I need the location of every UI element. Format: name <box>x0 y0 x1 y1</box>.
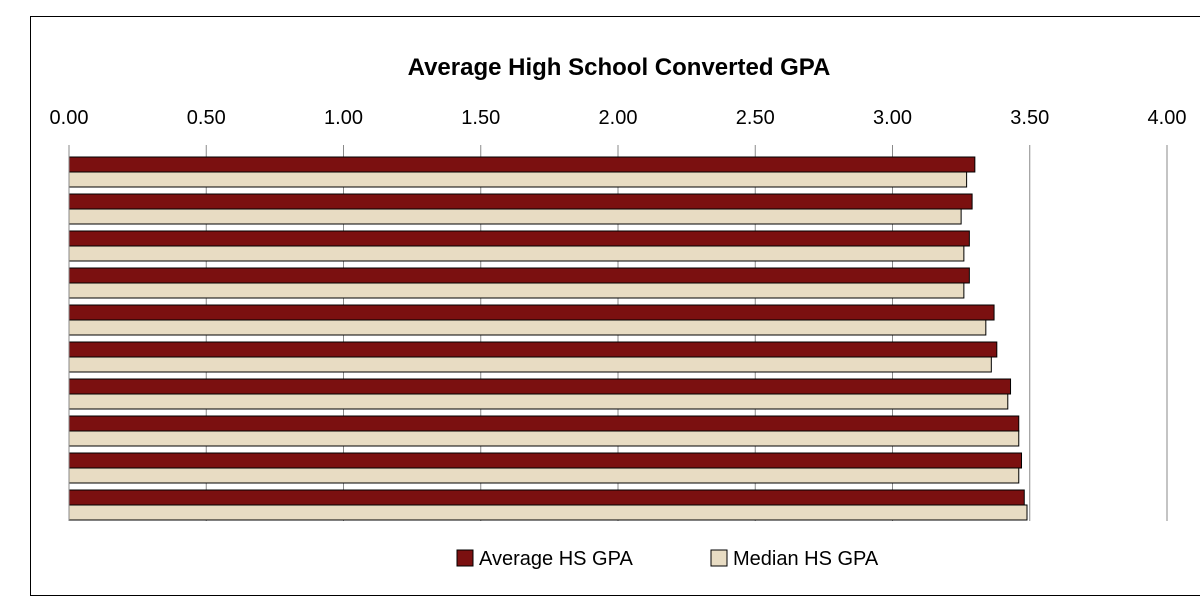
bars <box>68 156 1028 521</box>
x-axis-ticks: 0.00 0.50 1.00 1.50 2.00 2.50 3.00 3.50 4.00 <box>50 107 1187 151</box>
average-gpa-bar <box>68 267 970 284</box>
median-gpa-bar <box>68 245 965 262</box>
x-tick-label: 2.50 <box>736 107 775 129</box>
legend-swatch-median <box>710 549 728 567</box>
average-gpa-bar <box>68 378 1012 395</box>
x-tick-label: 3.00 <box>873 107 912 129</box>
average-gpa-bar <box>68 415 1020 432</box>
average-gpa-bar <box>68 452 1023 469</box>
average-gpa-bar <box>68 230 970 247</box>
median-gpa-bar <box>68 504 1028 521</box>
legend-label-median: Median HS GPA <box>733 548 879 570</box>
legend-label-average: Average HS GPA <box>479 548 633 570</box>
legend-swatch-average <box>456 549 474 567</box>
x-tick-label: 1.00 <box>324 107 363 129</box>
average-gpa-bar <box>68 341 998 358</box>
chart-frame: Average High School Converted GPA 0.00 0.… <box>30 16 1200 596</box>
median-gpa-bar <box>68 393 1009 410</box>
x-tick-label: 0.00 <box>50 107 89 129</box>
legend: Average HS GPA Median HS GPA <box>456 548 879 570</box>
median-gpa-bar <box>68 171 968 188</box>
average-gpa-bar <box>68 304 995 321</box>
median-gpa-bar <box>68 356 992 373</box>
average-gpa-bar <box>68 489 1025 506</box>
median-gpa-bar <box>68 319 987 336</box>
median-gpa-bar <box>68 208 962 225</box>
median-gpa-bar <box>68 467 1020 484</box>
x-tick-label: 2.00 <box>599 107 638 129</box>
x-tick-label: 3.50 <box>1010 107 1049 129</box>
x-tick-label: 0.50 <box>187 107 226 129</box>
average-gpa-bar <box>68 193 973 210</box>
x-tick-label: 4.00 <box>1148 107 1187 129</box>
x-tick-label: 1.50 <box>461 107 500 129</box>
average-gpa-bar <box>68 156 976 173</box>
median-gpa-bar <box>68 282 965 299</box>
median-gpa-bar <box>68 430 1020 447</box>
chart-title: Average High School Converted GPA <box>408 54 831 81</box>
bar-chart: Average High School Converted GPA 0.00 0.… <box>50 54 1187 570</box>
